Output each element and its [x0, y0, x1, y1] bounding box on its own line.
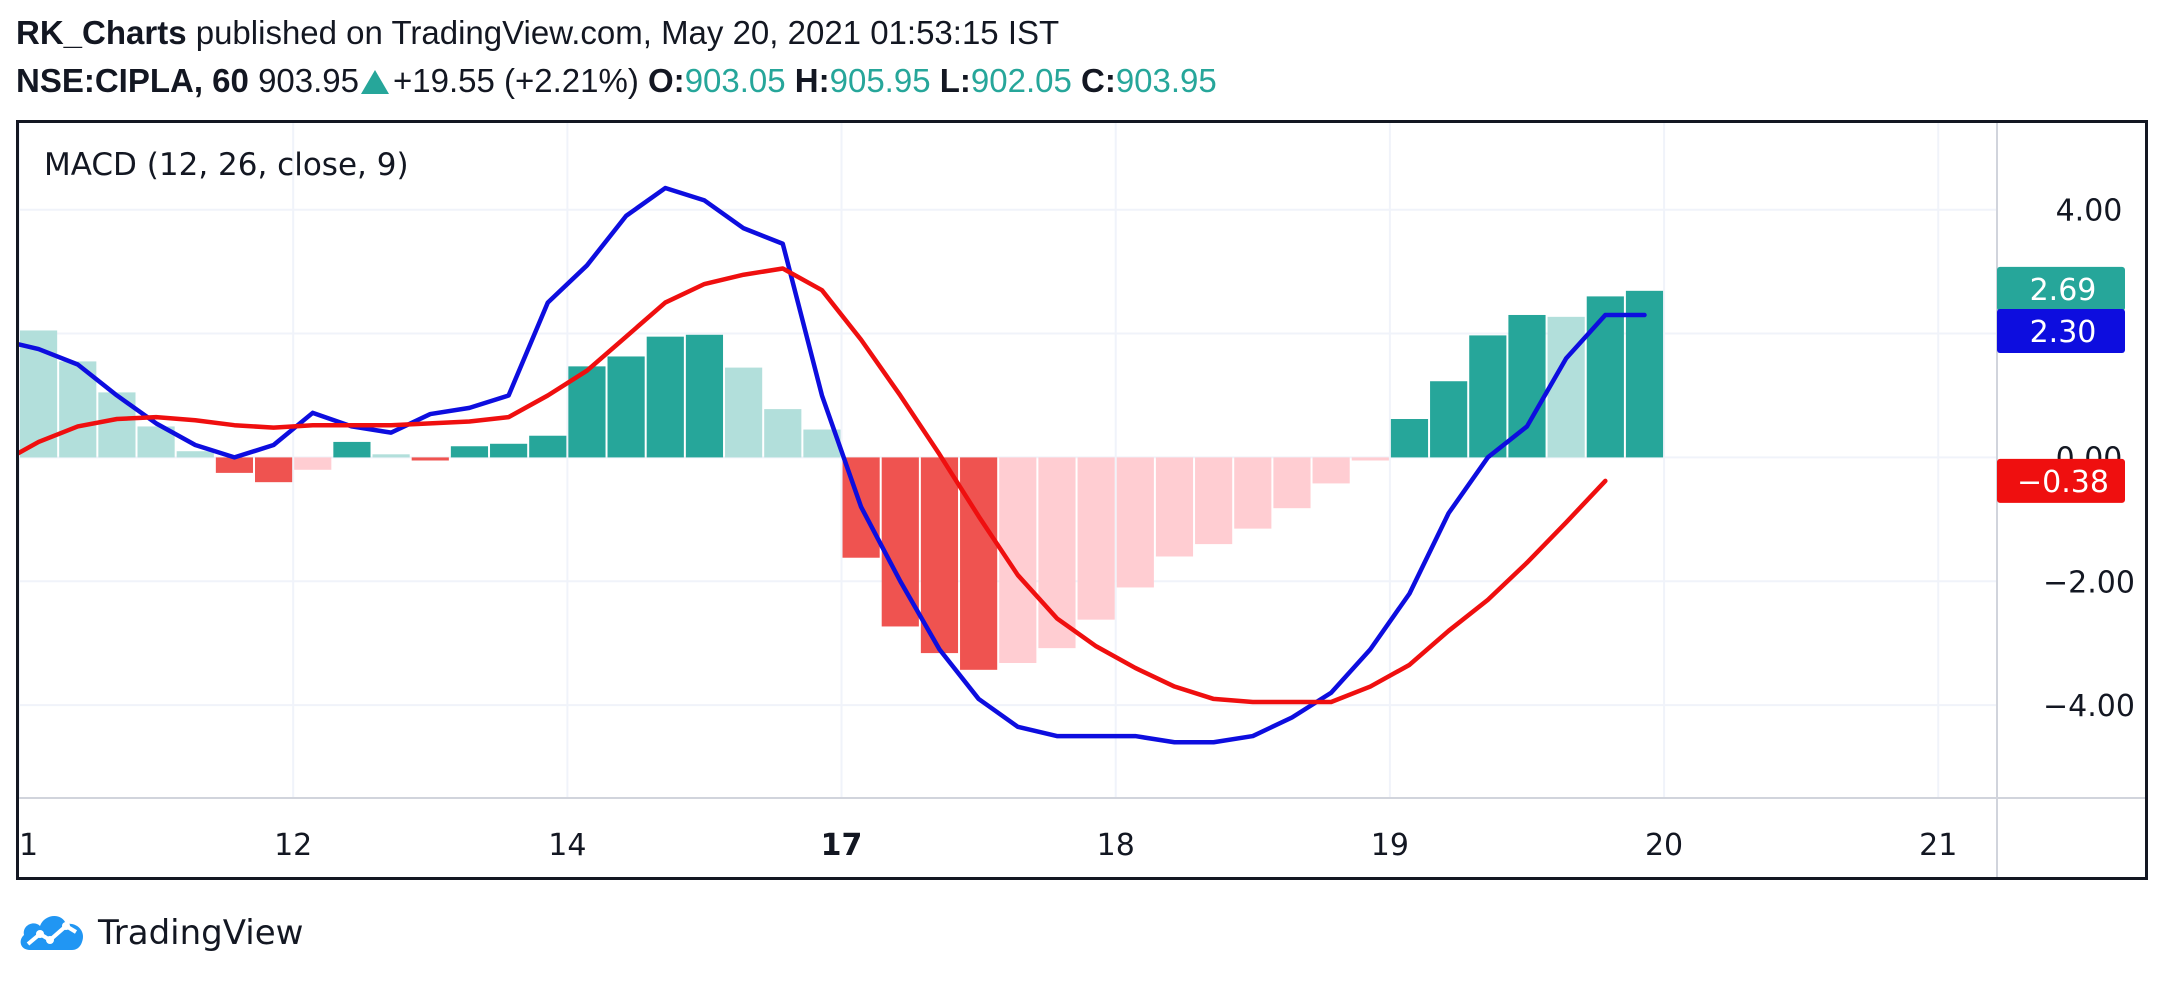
open-label: O: [648, 62, 685, 99]
histogram-bar [294, 457, 332, 470]
symbol-label: NSE:CIPLA, 60 [16, 62, 249, 99]
macd-chart-panel[interactable]: 4.002.000.00−2.00−4.0011121417181920212.… [0, 120, 2148, 880]
histogram-bar [1195, 457, 1233, 545]
histogram-bar [333, 441, 371, 458]
y-tick-label: −2.00 [2043, 565, 2135, 600]
histogram-bar [1116, 457, 1154, 588]
footer: TradingView [16, 908, 303, 958]
last-value-label: −0.38 [1997, 458, 2125, 503]
x-tick-label: 17 [821, 828, 863, 863]
histogram-bar [999, 457, 1037, 663]
last-price: 903.95 [258, 62, 359, 99]
histogram-bar [1586, 296, 1624, 458]
svg-text:2.69: 2.69 [2030, 273, 2097, 308]
author-name[interactable]: RK_Charts [16, 14, 187, 51]
open-value: 903.05 [684, 62, 786, 99]
histogram-bar [176, 451, 214, 458]
histogram-bar [1625, 290, 1664, 458]
histogram-bar [568, 366, 606, 458]
histogram-bar [529, 435, 567, 458]
high-value: 905.95 [829, 62, 931, 99]
up-arrow-icon [361, 70, 389, 94]
histogram-bar [1351, 457, 1389, 461]
histogram-bar [646, 336, 684, 458]
x-tick-label: 19 [1371, 828, 1409, 863]
histogram-bar [215, 457, 254, 473]
last-value-label: 2.69 [1997, 266, 2125, 311]
histogram-bar [1430, 381, 1468, 458]
x-tick-label: 11 [19, 828, 38, 863]
low-label: L: [939, 62, 971, 99]
x-tick-label: 18 [1097, 828, 1135, 863]
close-value: 903.95 [1115, 62, 1217, 99]
histogram-bar [607, 356, 645, 458]
histogram-bar [1312, 457, 1350, 484]
low-value: 902.05 [970, 62, 1072, 99]
close-label: C: [1081, 62, 1116, 99]
histogram-bar [59, 361, 97, 458]
x-tick-label: 21 [1919, 828, 1957, 863]
histogram-bar [1547, 316, 1585, 458]
histogram-bar [255, 457, 293, 483]
x-tick-label: 20 [1645, 828, 1683, 863]
price-change: +19.55 (+2.21%) [393, 62, 639, 99]
histogram-bar [764, 409, 802, 458]
histogram-bar [1234, 457, 1272, 529]
y-tick-label: −4.00 [2043, 689, 2135, 724]
publish-info: RK_Charts published on TradingView.com, … [16, 14, 1059, 52]
footer-brand[interactable]: TradingView [98, 913, 304, 953]
histogram-bar [881, 457, 919, 627]
signal-line [0, 266, 1608, 705]
last-value-label: 2.30 [1997, 308, 2125, 353]
histogram-bar [1273, 457, 1311, 509]
indicator-title[interactable]: MACD (12, 26, close, 9) [44, 147, 409, 183]
histogram-bar [411, 457, 449, 461]
macd-line [0, 185, 1647, 745]
x-tick-label: 12 [274, 828, 312, 863]
macd-chart[interactable]: 4.002.000.00−2.00−4.0011121417181920212.… [0, 123, 2145, 877]
publish-text: published on TradingView.com, May 20, 20… [195, 14, 1060, 51]
high-label: H: [794, 62, 830, 99]
histogram-bar [490, 443, 528, 458]
histogram-bar [1469, 335, 1507, 458]
histogram-bar [372, 454, 410, 458]
histogram-bar [685, 334, 724, 458]
x-tick-label: 14 [548, 828, 586, 863]
histogram-bar [725, 367, 763, 458]
y-tick-label: 4.00 [2056, 194, 2123, 229]
symbol-info: NSE:CIPLA, 60 903.95 +19.55 (+2.21%) O:90… [16, 62, 1217, 100]
tradingview-logo-icon [20, 915, 84, 950]
histogram-bar [920, 457, 959, 654]
histogram-bar [1390, 419, 1429, 458]
svg-text:−0.38: −0.38 [2017, 465, 2109, 500]
histogram-bar [1155, 457, 1194, 557]
histogram-bar [1077, 457, 1115, 620]
histogram-bar [450, 446, 489, 458]
histogram-bar [960, 457, 998, 670]
svg-text:2.30: 2.30 [2030, 315, 2097, 350]
